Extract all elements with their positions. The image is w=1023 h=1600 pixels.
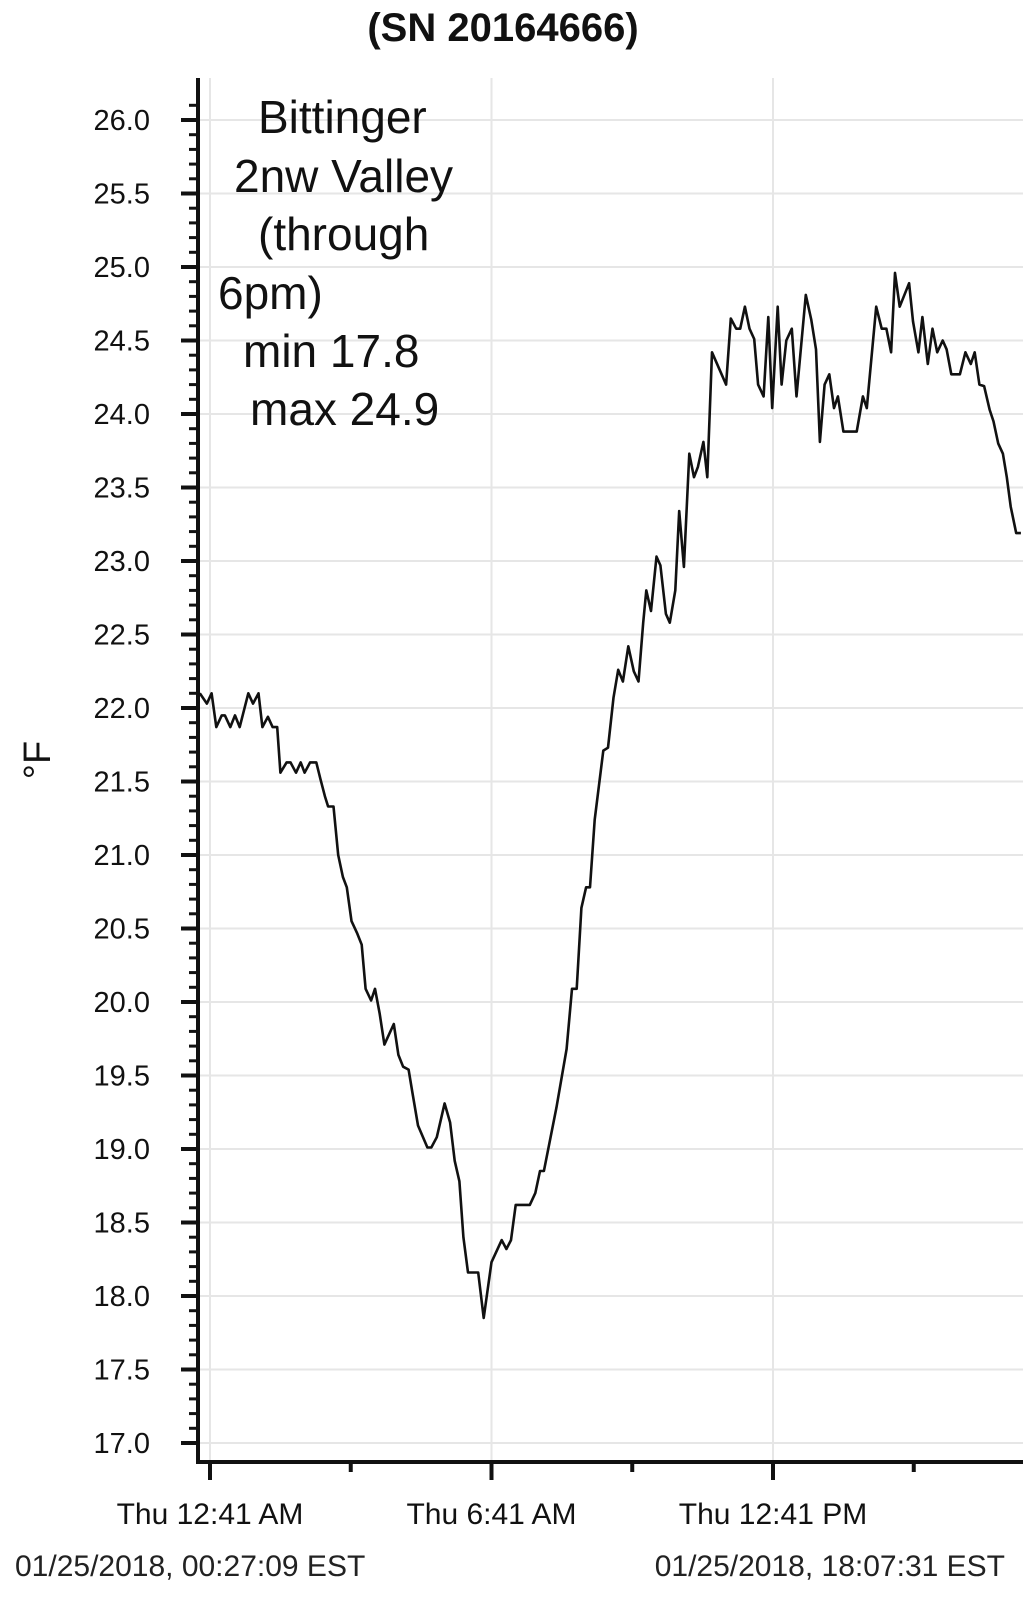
y-tick-label: 18.0 [94,1281,150,1313]
y-tick-label: 18.5 [94,1208,150,1240]
series-line [198,271,1021,1320]
y-tick-label: 22.0 [94,693,150,725]
y-tick-label: 20.0 [94,987,150,1019]
y-tick-label: 23.0 [94,546,150,578]
y-tick-label: 25.0 [94,252,150,284]
y-tick-label: 20.5 [94,914,150,946]
gridlines [198,78,1023,1462]
y-tick-label: 19.0 [94,1134,150,1166]
x-tick-label: Thu 6:41 AM [406,1498,576,1531]
annotation-line-3: (through [258,208,430,260]
y-tick-label: 24.0 [94,399,150,431]
x-tick-label: Thu 12:41 PM [679,1498,867,1531]
y-axis: 17.0 17.5 18.0 18.5 19.0 19.5 20.0 20.5 21.0 21.5… [94,78,200,1464]
range-end-label: 01/25/2018, 18:07:31 EST [654,1550,1005,1583]
range-start-label: 01/25/2018, 00:27:09 EST [15,1550,366,1583]
annotation-line-6: max 24.9 [250,383,440,435]
annotation-line-2: 2nw Valley [234,150,454,202]
y-axis-label: °F [17,741,59,779]
y-tick-label: 24.5 [94,326,150,358]
y-tick-label: 17.5 [94,1355,150,1387]
annotation-line-5: min 17.8 [243,325,420,377]
annotation-line-4: 6pm) [218,267,323,319]
y-tick-label: 23.5 [94,473,150,505]
chart-title: (SN 20164666) [367,6,639,50]
y-tick-label: 22.5 [94,620,150,652]
y-tick-label: 26.0 [94,105,150,137]
y-tick-label: 21.5 [94,767,150,799]
x-tick-label: Thu 12:41 AM [117,1498,304,1531]
y-tick-label: 25.5 [94,179,150,211]
annotation-line-1: Bittinger [258,91,427,143]
y-tick-label: 17.0 [94,1428,150,1460]
y-tick-label: 19.5 [94,1061,150,1093]
y-tick-label: 21.0 [94,840,150,872]
x-axis: Thu 12:41 AM Thu 6:41 AM Thu 12:41 PM [117,1460,1023,1531]
